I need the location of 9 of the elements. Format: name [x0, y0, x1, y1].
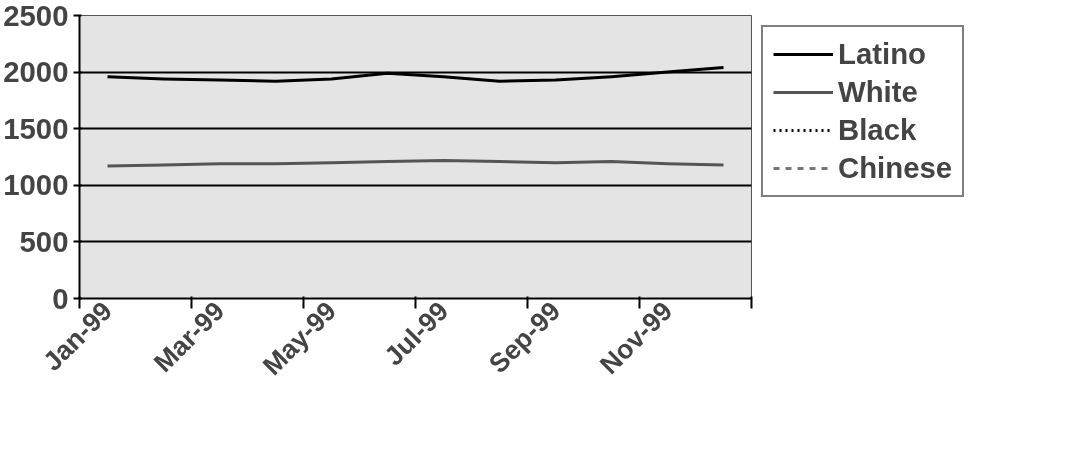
y-tick-label: 1000: [3, 168, 69, 202]
y-tick-label: 2500: [3, 0, 69, 32]
y-tick-label: 1500: [3, 111, 69, 145]
legend-label: Black: [838, 113, 917, 147]
legend-label: Latino: [838, 37, 926, 71]
y-tick-label: 2000: [3, 55, 69, 89]
legend-label: Chinese: [838, 151, 953, 185]
legend-label: White: [838, 75, 918, 109]
y-tick-label: 500: [19, 224, 69, 258]
